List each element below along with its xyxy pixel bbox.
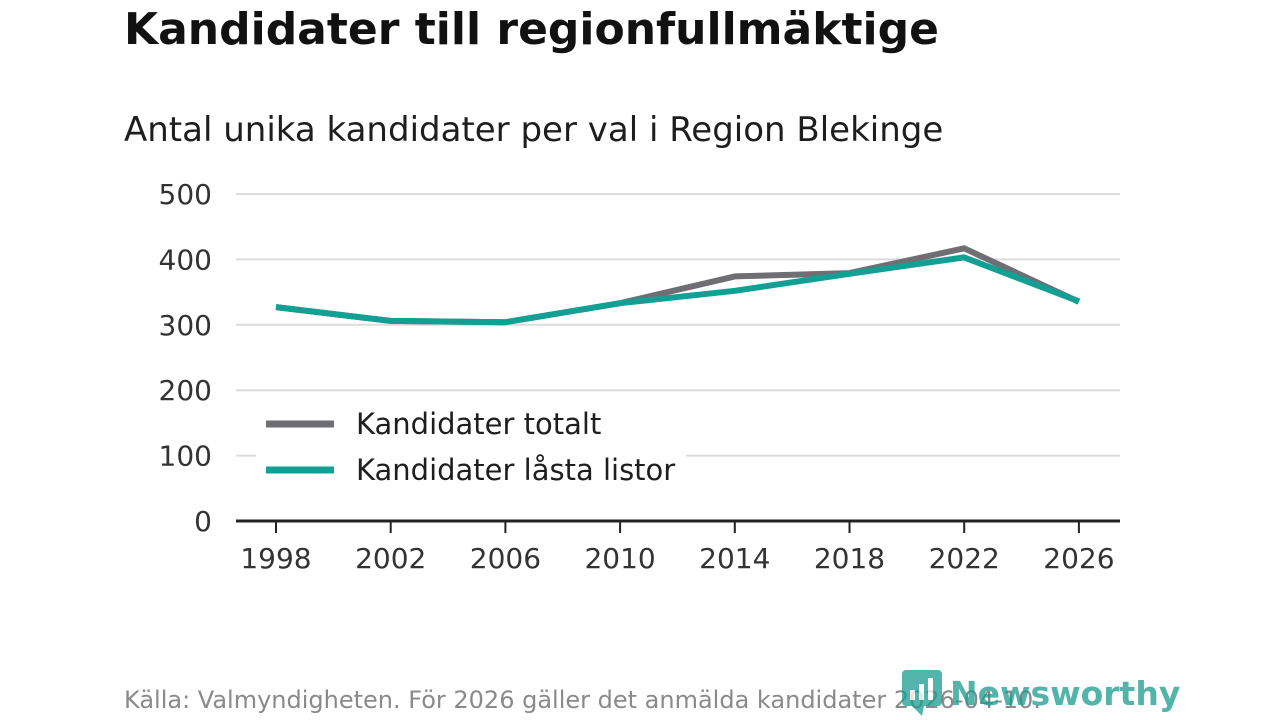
newsworthy-logo-text: Newsworthy xyxy=(950,673,1181,713)
y-axis-tick-labels: 0 100 200 300 400 500 xyxy=(159,178,212,538)
x-tick-label: 2010 xyxy=(584,542,655,575)
y-tick-label: 400 xyxy=(159,243,212,276)
y-tick-label: 300 xyxy=(159,309,212,342)
newsworthy-logo: Newsworthy xyxy=(902,670,1180,716)
x-tick-label: 2014 xyxy=(699,542,770,575)
legend-label: Kandidater låsta listor xyxy=(356,453,675,487)
x-axis xyxy=(236,519,1120,533)
x-axis-tick-labels: 1998 2002 2006 2010 2014 2018 2022 2026 xyxy=(240,542,1114,575)
series-line-lasta-listor xyxy=(275,254,1080,326)
y-tick-label: 100 xyxy=(159,440,212,473)
x-tick-label: 1998 xyxy=(240,542,311,575)
y-tick-label: 0 xyxy=(194,505,212,538)
y-tick-label: 500 xyxy=(159,178,212,211)
x-tick-label: 2002 xyxy=(355,542,426,575)
legend-background xyxy=(256,398,686,494)
line-chart: 0 100 200 300 400 500 1998 2002 2006 2010 2014 201… xyxy=(159,178,1120,575)
chart-title: Kandidater till regionfullmäktige xyxy=(124,4,939,55)
x-tick-label: 2022 xyxy=(929,542,1000,575)
source-note: Källa: Valmyndigheten. För 2026 gäller d… xyxy=(124,686,1041,714)
legend: Kandidater totalt Kandidater låsta listor xyxy=(256,398,686,494)
x-tick-label: 2018 xyxy=(814,542,885,575)
newsworthy-logo-icon xyxy=(902,670,942,716)
x-tick-label: 2006 xyxy=(470,542,541,575)
x-tick-label: 2026 xyxy=(1043,542,1114,575)
legend-label: Kandidater totalt xyxy=(356,407,601,441)
y-tick-label: 200 xyxy=(159,374,212,407)
series-lines xyxy=(275,245,1081,326)
chart-subtitle: Antal unika kandidater per val i Region … xyxy=(124,110,944,150)
